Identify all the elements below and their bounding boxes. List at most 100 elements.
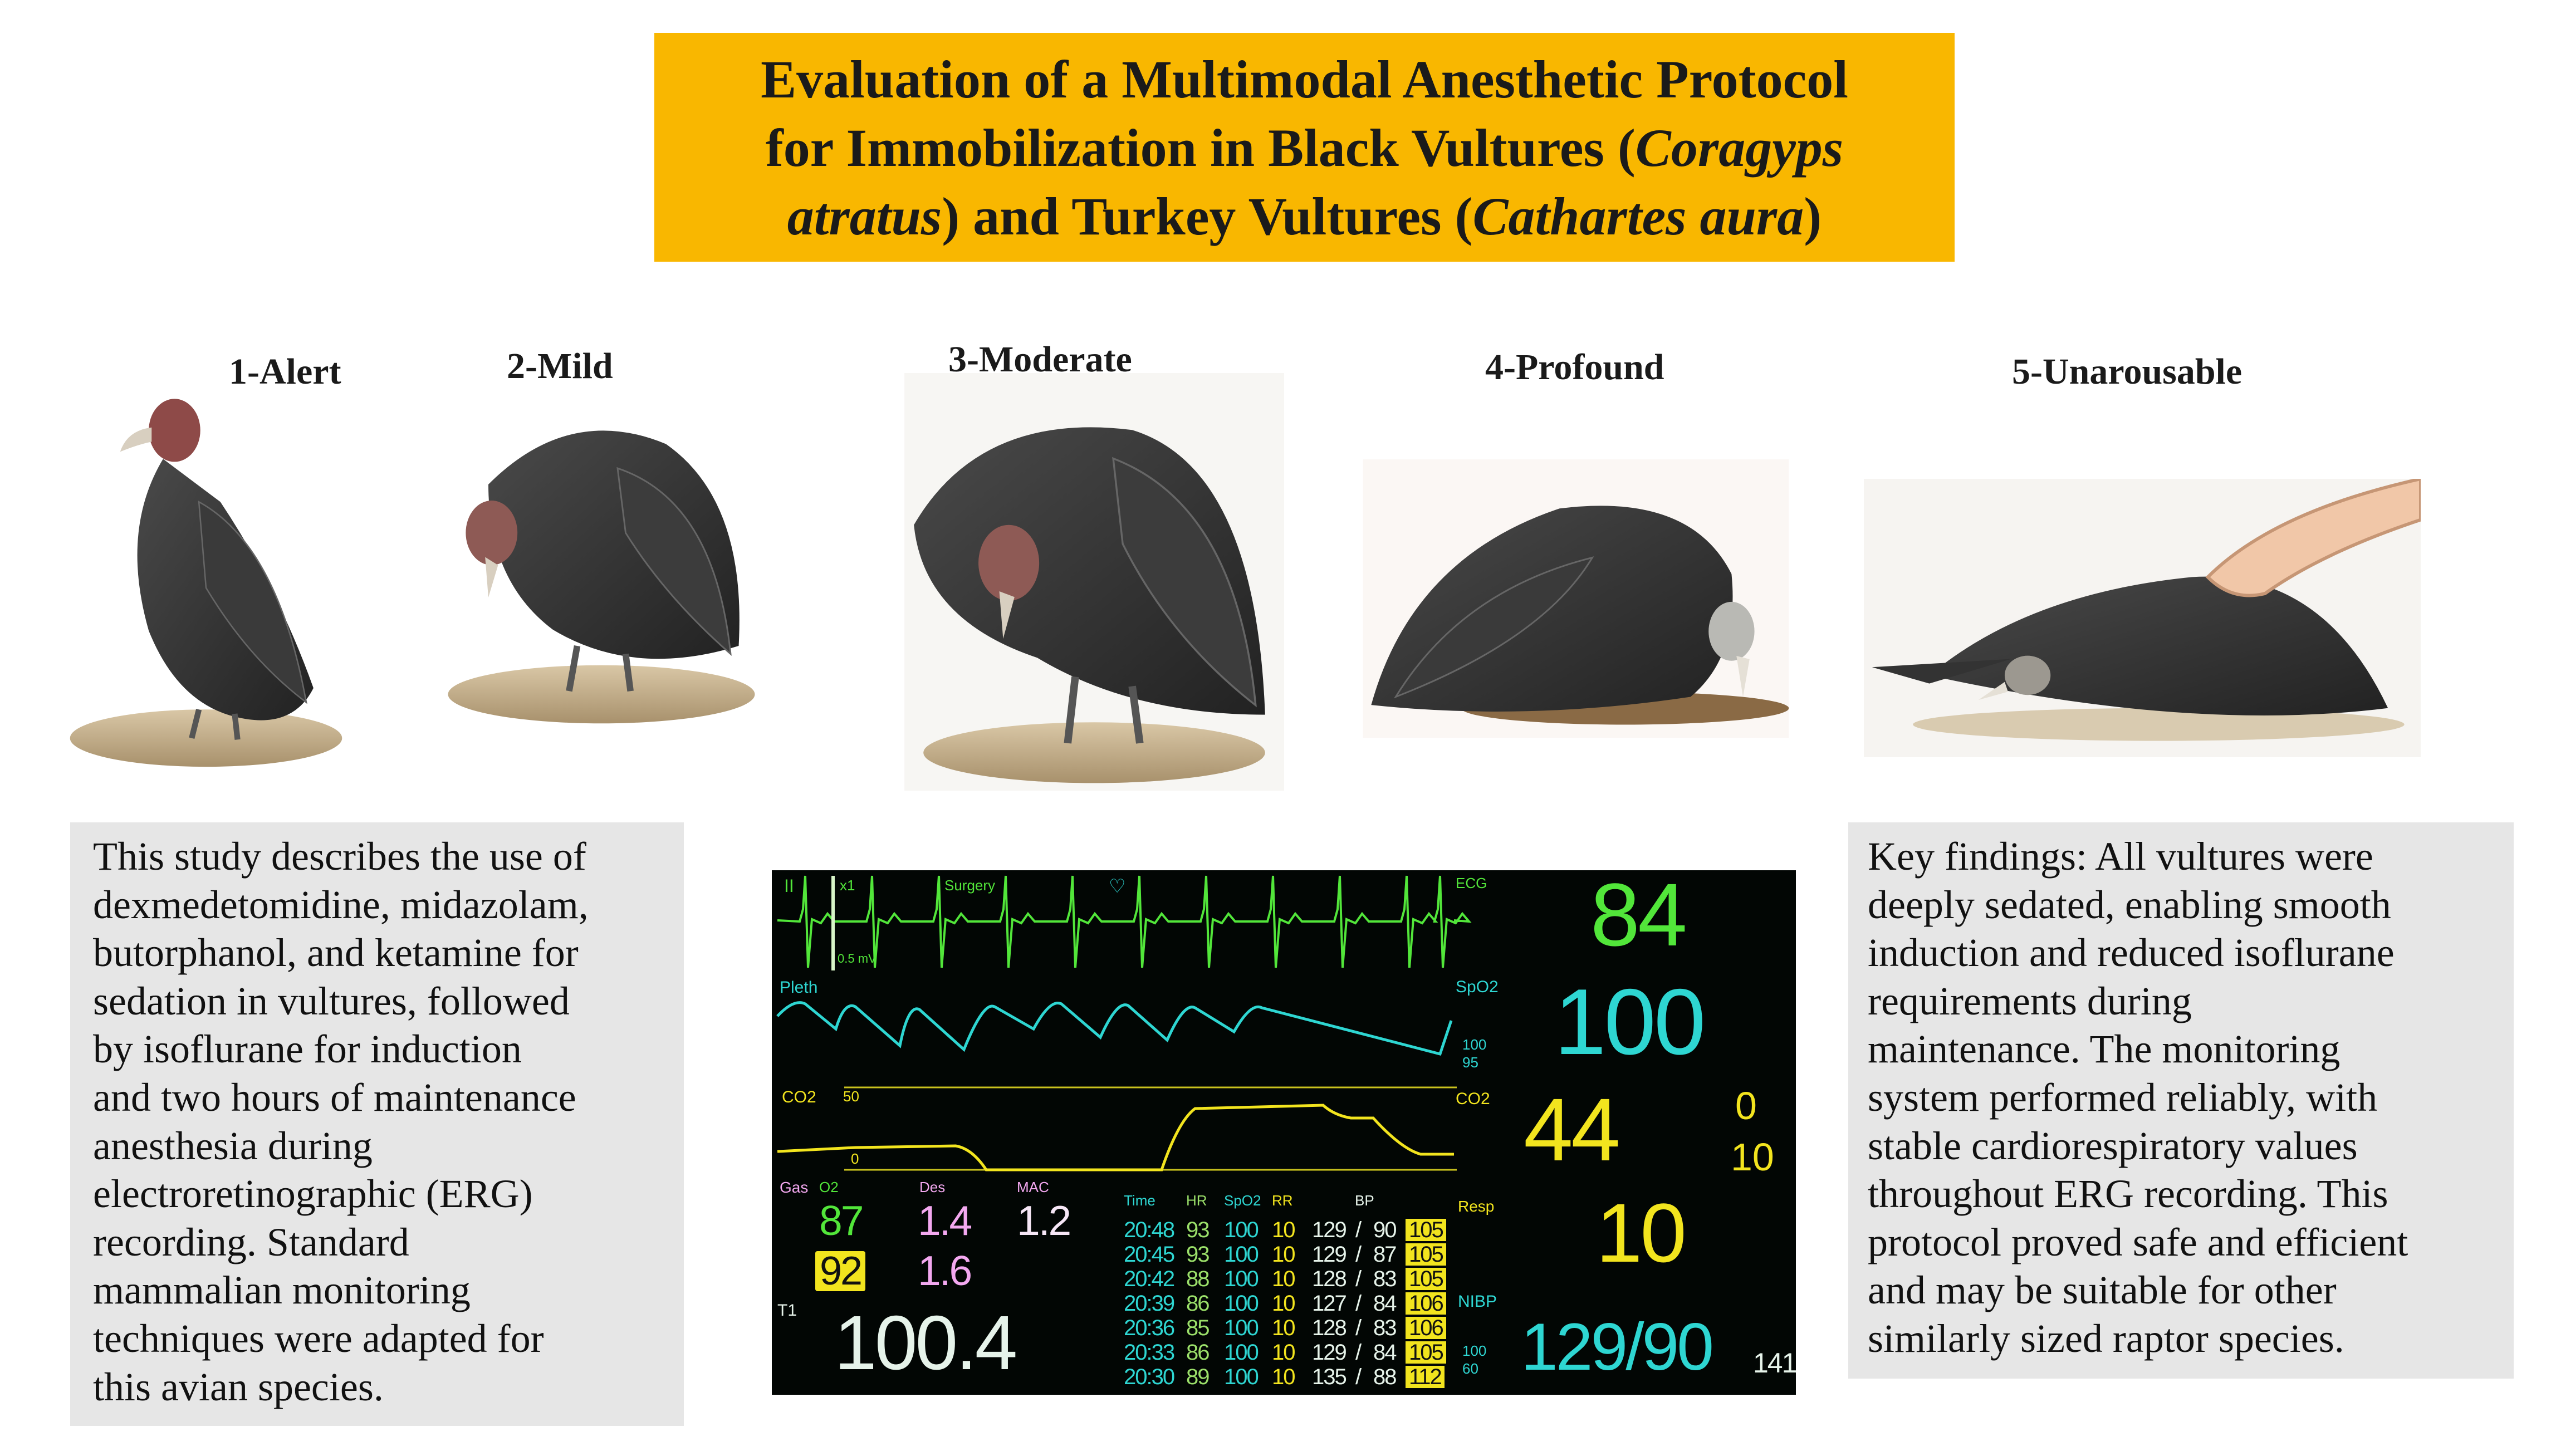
cell-rr: 10 [1272,1218,1295,1242]
cell-spo2: 100 [1224,1340,1259,1365]
cell-time: 20:48 [1124,1218,1175,1242]
stage-label-mild: 2-Mild [507,346,613,386]
cell-spo2: 100 [1224,1267,1259,1291]
ecg-waveform [777,875,1472,968]
nibp-limit-high: 100 [1462,1342,1487,1359]
gas-label: Gas [780,1179,809,1196]
description-line: electroretinographic (ERG) [93,1171,533,1217]
bp-separator: / [1355,1218,1362,1242]
description-line: anesthesia during [93,1123,373,1168]
stage-label-moderate: 3-Moderate [948,339,1132,380]
vulture-illustration-profound [1363,459,1789,738]
title-banner: Evaluation of a Multimodal Anesthetic Pr… [654,33,1955,262]
co2-scale-high: 50 [843,1088,859,1105]
col-header-hr: HR [1186,1192,1207,1209]
mac-label: MAC [1017,1179,1049,1195]
findings-line: throughout ERG recording. This [1868,1171,2388,1217]
cell-time: 20:45 [1124,1242,1175,1267]
bp-separator: / [1355,1242,1362,1267]
bp-separator: / [1355,1316,1362,1340]
temperature-value: 100.4 [834,1300,1017,1386]
bp-separator: / [1355,1291,1362,1316]
vulture-illustration-unarousable [1864,479,2421,757]
des-fi-value: 1.6 [918,1247,972,1294]
co2-wave-label: CO2 [782,1088,816,1106]
cell-dia: 83 [1373,1267,1397,1291]
cell-map: 105 [1406,1243,1446,1266]
o2-fi-value: 92 [815,1251,866,1291]
cell-spo2: 100 [1224,1242,1259,1267]
cell-spo2: 100 [1224,1316,1259,1340]
o2-et-value: 87 [819,1197,864,1244]
ecg-scale: 0.5 mV [838,952,877,965]
cell-hr: 86 [1186,1291,1210,1316]
cell-time: 20:39 [1124,1291,1175,1316]
cell-hr: 88 [1186,1267,1210,1291]
cell-hr: 89 [1186,1365,1210,1389]
mac-value: 1.2 [1017,1197,1071,1244]
title-line-2: for Immobilization in Black Vultures (Co… [765,118,1844,178]
vulture-illustration-mild [448,430,755,724]
co2-scale-low: 0 [851,1150,859,1167]
cell-map: 112 [1406,1366,1445,1388]
cell-sys: 129 [1312,1218,1347,1242]
cell-rr: 10 [1272,1365,1295,1389]
cell-spo2: 100 [1224,1291,1259,1316]
bp-separator: / [1355,1365,1362,1389]
cell-time: 20:33 [1124,1340,1175,1365]
cell-time: 20:42 [1124,1267,1175,1291]
o2-label: O2 [819,1179,839,1195]
col-header-bp: BP [1355,1192,1374,1209]
bp-separator: / [1355,1340,1362,1365]
spo2-limit-low: 95 [1462,1054,1478,1071]
description-line: mammalian monitoring [93,1268,471,1313]
stage-label-profound: 4-Profound [1485,347,1664,388]
etco2-value: 44 [1524,1080,1620,1179]
cell-dia: 88 [1373,1365,1397,1389]
cell-hr: 85 [1186,1316,1210,1340]
nibp-limit-low: 60 [1462,1360,1478,1377]
cell-sys: 129 [1312,1242,1347,1267]
description-line: recording. Standard [93,1219,409,1264]
findings-line: maintenance. The monitoring [1868,1027,2341,1072]
description-line: butorphanol, and ketamine for [93,930,579,975]
description-line: by isoflurane for induction [93,1027,522,1072]
cell-hr: 93 [1186,1218,1210,1242]
title-line-3: atratus) and Turkey Vultures (Cathartes … [787,187,1822,246]
pleth-waveform [776,1001,1453,1056]
findings-line: Key findings: All vultures were [1868,834,2373,879]
cell-dia: 90 [1373,1218,1397,1242]
study-description-box: This study describes the use of dexmedet… [70,822,684,1426]
key-findings-box: Key findings: All vultures were deeply s… [1848,822,2514,1379]
findings-line: induction and reduced isoflurane [1868,930,2395,975]
vulture-illustration-moderate [904,373,1284,791]
cell-spo2: 100 [1224,1218,1259,1242]
nibp-label: NIBP [1458,1292,1497,1311]
findings-line: system performed reliably, with [1868,1075,2378,1120]
cell-rr: 10 [1272,1340,1295,1365]
monitor-waveforms [776,875,1472,1171]
stage-label-unarousable: 5-Unarousable [2012,351,2242,392]
bp-separator: / [1355,1267,1362,1291]
nibp-value: 129/90 [1521,1310,1714,1384]
cell-map: 105 [1406,1268,1446,1290]
description-line: dexmedetomidine, midazolam, [93,882,589,927]
stage-label-alert: 1-Alert [229,351,341,392]
cell-hr: 86 [1186,1340,1210,1365]
findings-line: similarly sized raptor species. [1868,1316,2344,1361]
heart-icon: ♡ [1109,876,1126,897]
cell-map: 106 [1406,1292,1446,1315]
des-et-value: 1.4 [918,1197,972,1244]
description-line: and two hours of maintenance [93,1075,576,1120]
cell-sys: 129 [1312,1340,1347,1365]
nibp-extra-value: 141 [1753,1347,1796,1379]
cell-rr: 10 [1272,1291,1295,1316]
awrr-value: 10 [1731,1135,1774,1179]
heart-rate-value: 84 [1590,870,1687,964]
anesthesia-monitor: II x1 Surgery ♡ 0.5 mV ECG Pleth CO2 50 … [772,870,1796,1395]
cell-spo2: 100 [1224,1365,1259,1389]
cell-sys: 127 [1312,1291,1347,1316]
description-line: sedation in vultures, followed [93,978,570,1023]
spo2-value: 100 [1554,969,1706,1074]
resp-value: 10 [1596,1186,1687,1279]
